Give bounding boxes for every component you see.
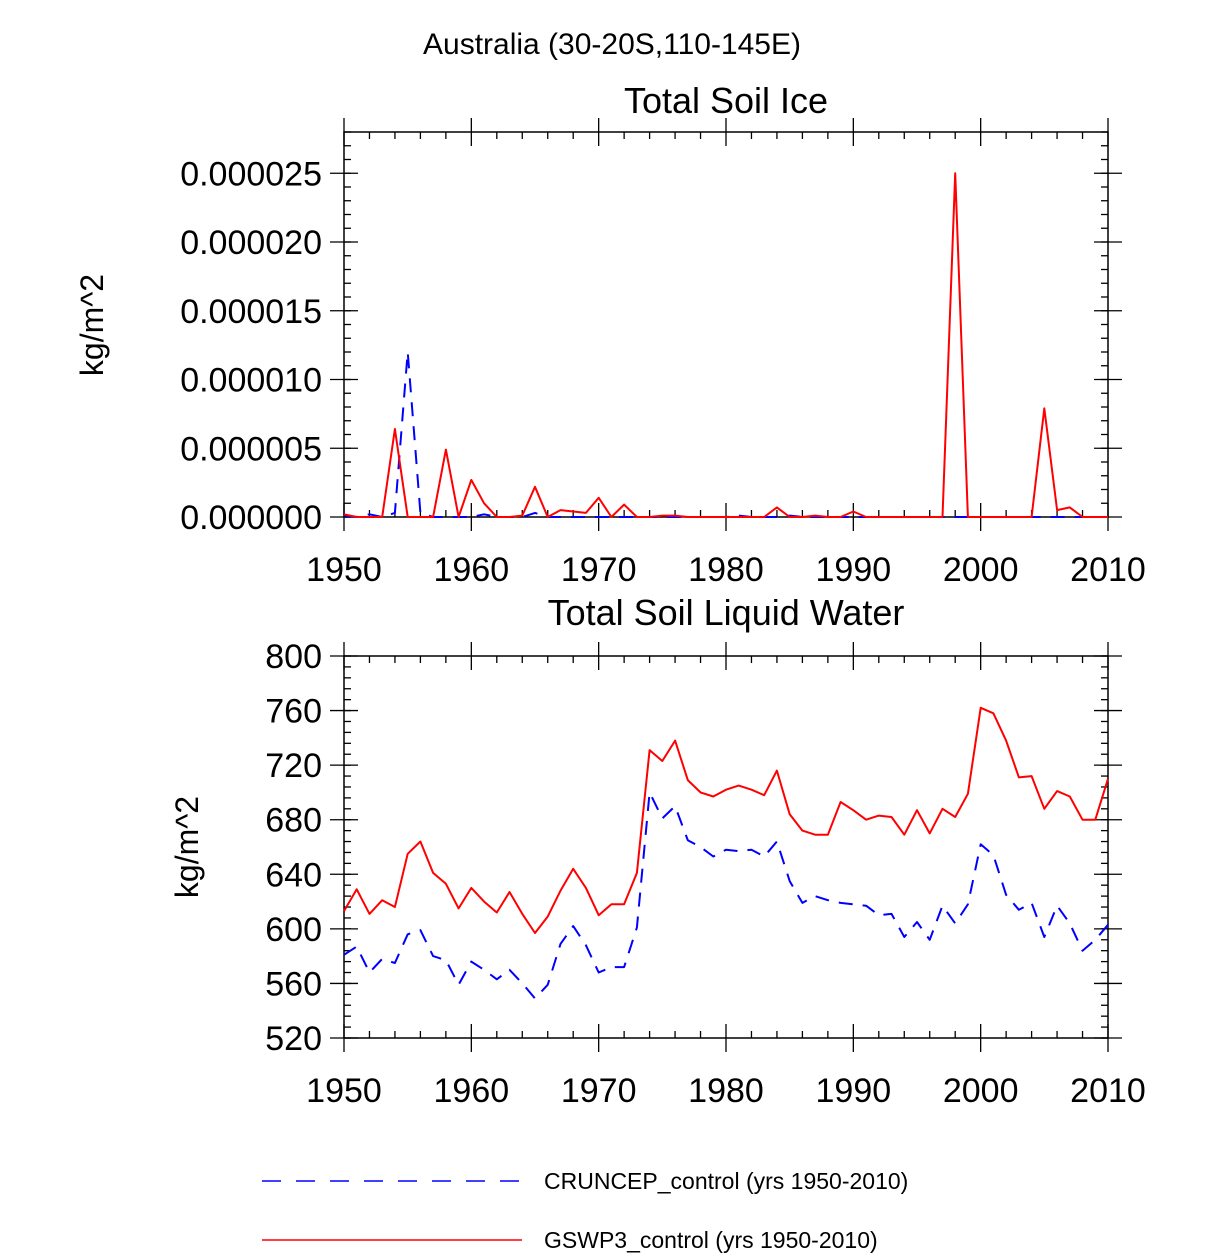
plot-frame-soil-ice	[343, 131, 1109, 518]
panel-title-soil-ice: Total Soil Ice	[624, 80, 828, 121]
series-line-gswp3-soil-ice	[343, 172, 1108, 518]
y-tick-label-soil-liquid-water: 720	[265, 747, 322, 785]
series-line-gswp3-soil-liquid-water	[343, 706, 1109, 934]
y-tick-label-soil-ice: 0.000005	[180, 430, 322, 468]
figure-title: Australia (30-20S,110-145E)	[423, 28, 801, 61]
plot-area-soil-liquid-water: 1950 1960 1970 1980 1990 2000 2010 520 560 600 640…	[265, 638, 1146, 1110]
legend: CRUNCEP_control (yrs 1950-2010) GSWP3_co…	[262, 1168, 908, 1253]
y-tick-label-soil-liquid-water: 800	[265, 638, 322, 676]
x-tick-label-soil-liquid-water: 1980	[688, 1072, 764, 1110]
y-tick-label-soil-liquid-water: 520	[265, 1020, 322, 1058]
legend-label-cruncep: CRUNCEP_control (yrs 1950-2010)	[544, 1168, 908, 1194]
y-tick-label-soil-liquid-water: 640	[265, 856, 322, 894]
y-tick-label-soil-ice: 0.000015	[180, 293, 322, 331]
series-line-cruncep-soil-ice	[343, 351, 1108, 518]
x-tick-label-soil-ice: 1960	[434, 551, 510, 589]
plot-area-soil-ice: 1950 1960 1970 1980 1990 2000 2010 0.000000 0.00…	[180, 118, 1146, 589]
y-axis-label-soil-liquid-water: kg/m^2	[169, 796, 205, 898]
x-tick-label-soil-ice: 2010	[1070, 551, 1146, 589]
y-tick-label-soil-liquid-water: 760	[265, 693, 322, 731]
x-tick-label-soil-liquid-water: 1950	[306, 1072, 382, 1110]
y-tick-label-soil-liquid-water: 680	[265, 802, 322, 840]
x-tick-label-soil-ice: 1970	[561, 551, 637, 589]
y-tick-label-soil-ice: 0.000010	[180, 362, 322, 400]
y-tick-label-soil-liquid-water: 600	[265, 911, 322, 949]
panel-soil-ice: Total Soil Ice kg/m^2 1950 1960 1970 1980 19…	[74, 80, 1146, 589]
panel-soil-liquid-water: Total Soil Liquid Water kg/m^2 1950 1960 1…	[169, 592, 1146, 1110]
y-tick-label-soil-ice: 0.000020	[180, 224, 322, 262]
y-axis-label-soil-ice: kg/m^2	[74, 274, 110, 376]
x-tick-label-soil-ice: 1950	[306, 551, 382, 589]
x-tick-label-soil-ice: 1990	[816, 551, 892, 589]
legend-label-gswp3: GSWP3_control (yrs 1950-2010)	[544, 1227, 878, 1253]
y-tick-label-soil-ice: 0.000000	[180, 499, 322, 537]
x-tick-label-soil-ice: 2000	[943, 551, 1019, 589]
x-tick-label-soil-liquid-water: 1990	[816, 1072, 892, 1110]
y-tick-label-soil-liquid-water: 560	[265, 965, 322, 1003]
panel-title-soil-liquid-water: Total Soil Liquid Water	[548, 592, 905, 633]
x-tick-label-soil-liquid-water: 2010	[1070, 1072, 1146, 1110]
y-tick-label-soil-ice: 0.000025	[180, 155, 322, 193]
x-tick-label-soil-liquid-water: 2000	[943, 1072, 1019, 1110]
x-tick-label-soil-liquid-water: 1970	[561, 1072, 637, 1110]
x-tick-label-soil-ice: 1980	[688, 551, 764, 589]
x-tick-label-soil-liquid-water: 1960	[434, 1072, 510, 1110]
series-line-cruncep-soil-liquid-water	[343, 791, 1109, 1000]
